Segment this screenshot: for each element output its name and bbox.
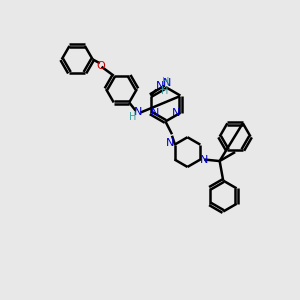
Text: H: H <box>129 112 136 122</box>
Text: O: O <box>96 61 105 71</box>
Text: N: N <box>200 155 209 165</box>
Text: N: N <box>151 108 159 118</box>
Text: H: H <box>162 77 170 87</box>
Text: N: N <box>163 78 171 88</box>
Text: N: N <box>166 139 175 148</box>
Text: N: N <box>172 108 180 118</box>
Text: N: N <box>134 107 142 117</box>
Text: H: H <box>161 86 169 97</box>
Text: N: N <box>156 81 164 91</box>
